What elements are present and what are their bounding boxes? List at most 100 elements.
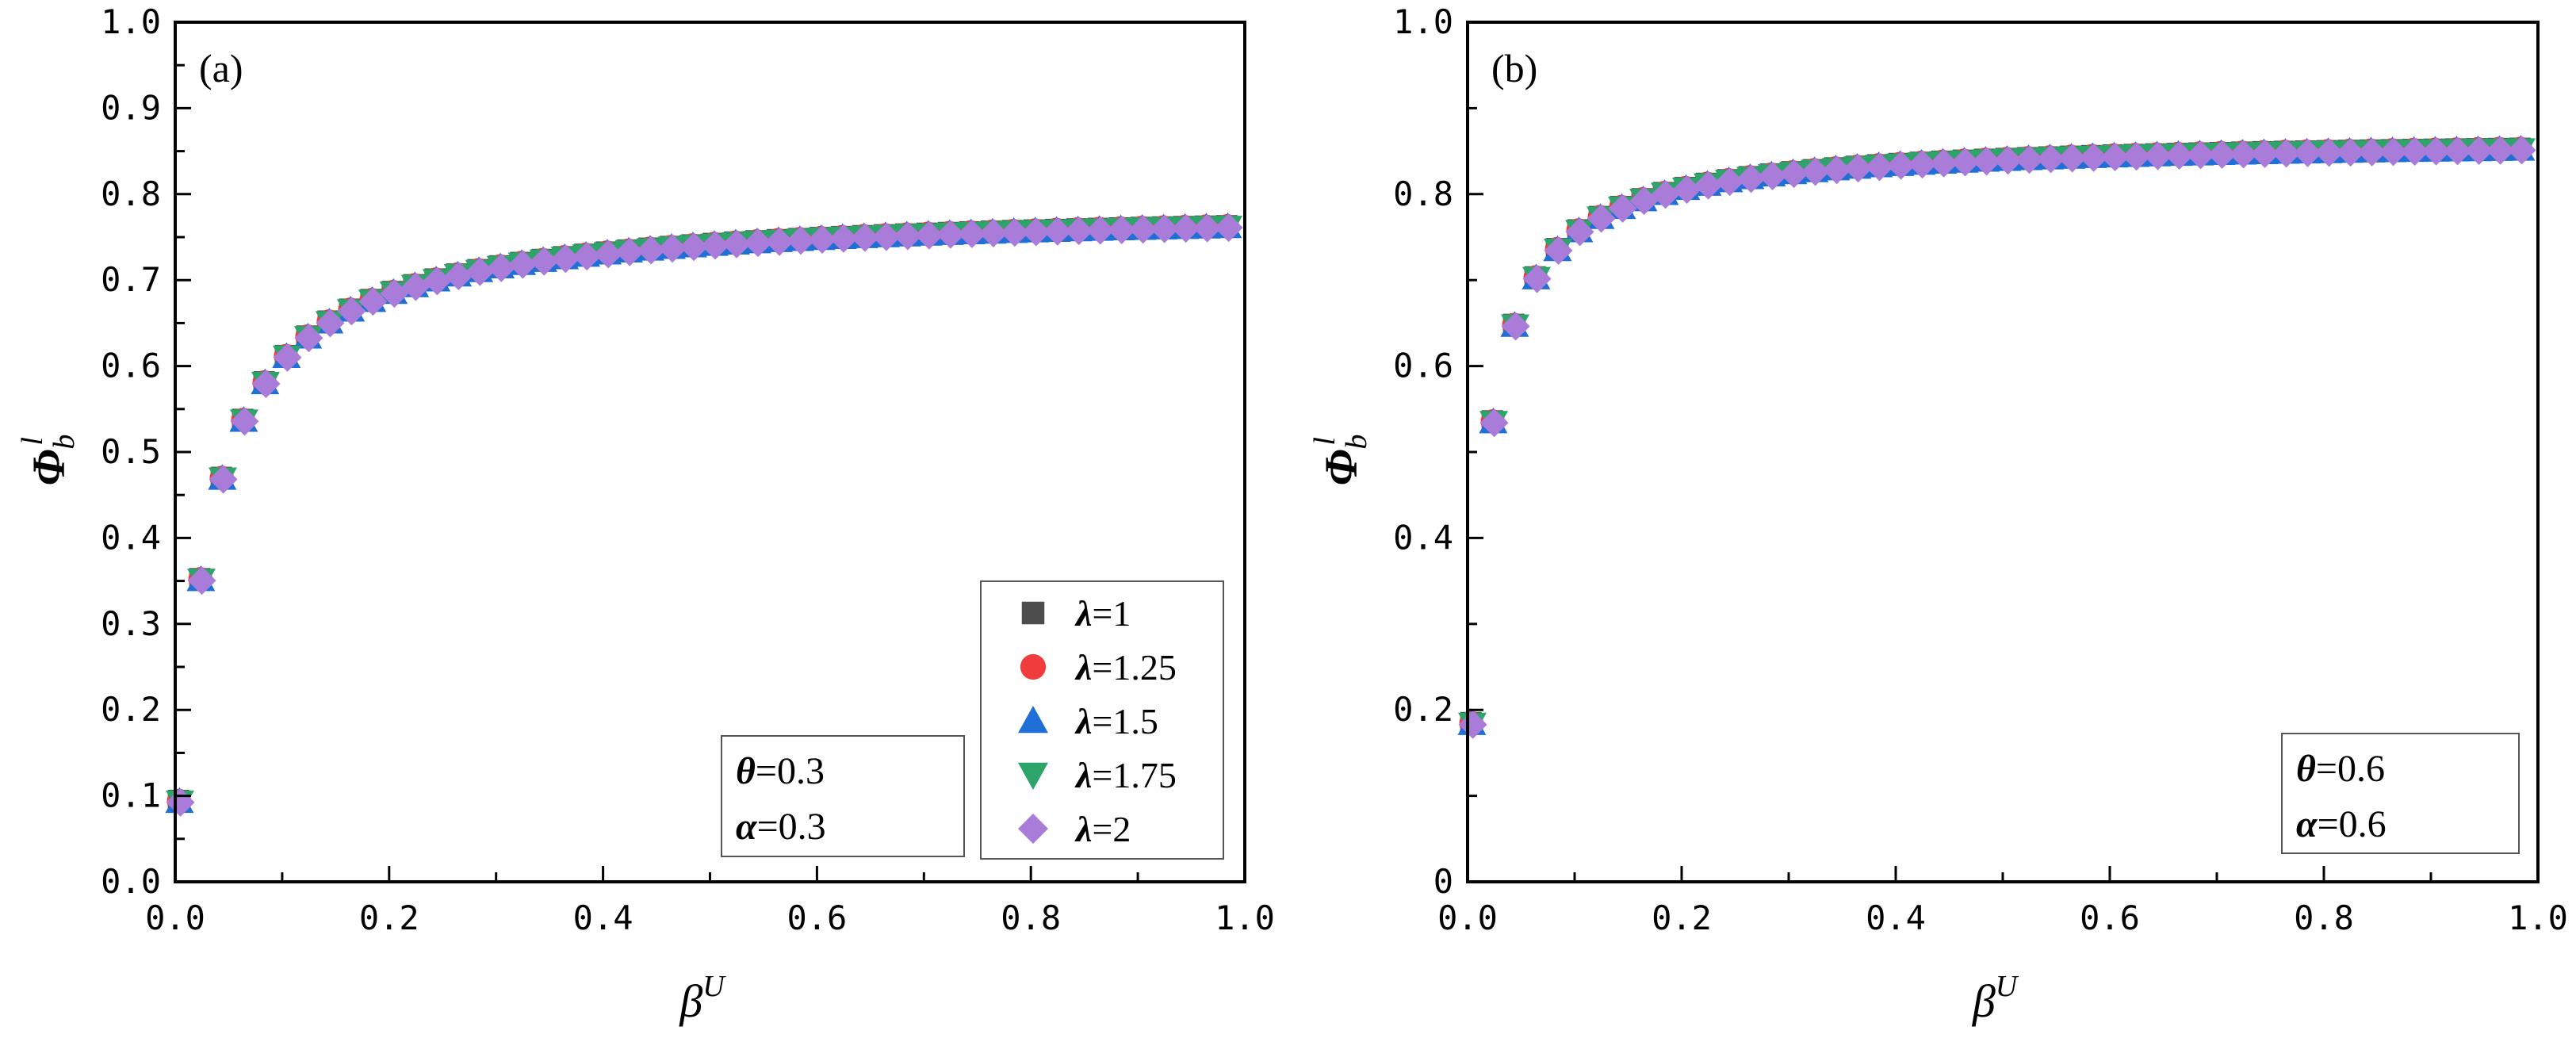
data-point [1544,236,1573,265]
data-point [380,279,409,308]
data-point [251,369,281,398]
data-point [2314,138,2344,167]
data-point [1565,217,1594,247]
data-point [187,566,216,596]
data-point [787,226,816,255]
y-tick-label: 0.7 [101,260,161,299]
y-tick-label: 0.9 [101,88,161,127]
series-1 [1459,136,2533,736]
data-point [1522,264,1552,293]
data-point [487,253,516,282]
y-tick-label: 0.5 [101,432,161,471]
data-point [829,224,858,253]
data-point [2464,136,2494,166]
data-points [165,212,1243,817]
y-tick-label: 0.1 [101,776,161,815]
data-point [1171,214,1200,243]
data-point [273,343,302,372]
data-points [1457,135,2536,739]
legend-item: λ=1.5 [1018,701,1158,741]
data-point [1758,161,1787,190]
data-point [2379,137,2408,167]
data-point [914,220,944,250]
data-point [978,218,1008,247]
y-tick-label: 0.8 [101,174,161,213]
x-axis: 0.0 0.2 0.4 0.6 0.8 1.0 [1437,866,2568,937]
data-point [1021,217,1051,247]
data-point [1736,164,1766,193]
data-point [1950,147,1980,177]
y-tick-label: 0.2 [1393,690,1453,729]
legend: λ=1 λ=1.25 λ=1.5 λ=1.75 λ=2 [980,580,1224,860]
data-point [423,266,452,296]
data-point [615,237,645,266]
legend-marker [1018,814,1048,844]
data-point [1085,216,1115,245]
data-point [936,220,965,249]
data-point [1843,154,1873,183]
legend-marker [1021,601,1045,625]
y-tick-label: 1.0 [1393,2,1453,41]
data-point [701,231,730,260]
data-point [637,236,666,265]
data-point [1993,146,2023,175]
legend-label: λ=1 [1074,593,1131,634]
legend-item: λ=1.75 [1018,755,1177,795]
data-point [1128,215,1158,244]
data-point [572,242,602,271]
x-tick-label: 0.0 [1437,898,1498,937]
x-tick-label: 0.2 [1652,898,1712,937]
data-point [2272,139,2301,168]
data-point [1214,213,1243,243]
legend-item: λ=1 [1021,593,1131,634]
data-point [1479,408,1509,438]
data-point [2122,142,2151,171]
panel-label: (a) [199,46,243,90]
data-point [1929,148,1958,178]
data-point [679,232,709,262]
data-point [1608,193,1637,223]
y-axis: 0 0.2 0.4 0.6 0.8 1.0 [1393,2,1483,901]
parameter-text: θ=0.3 [736,750,825,792]
y-tick-label: 0.4 [1393,518,1453,557]
data-point [1865,152,1894,182]
x-axis-title: βU [1972,970,2019,1027]
y-tick-label: 0.6 [101,347,161,385]
y-tick-label: 0.3 [101,604,161,643]
data-point [1886,151,1916,180]
data-point [530,247,559,276]
data-point [722,229,752,259]
y-tick-label: 0.2 [101,690,161,729]
data-point [850,223,879,252]
x-tick-label: 0.2 [359,898,419,937]
data-point [2293,138,2322,167]
series-3 [1458,138,2536,739]
legend-label: λ=1.75 [1074,755,1177,795]
parameter-box-frame [721,735,965,857]
data-point [551,244,580,274]
legend-marker [1020,653,1047,680]
y-axis: 0.0 0.1 0.2 0.3 0.4 0.5 0.6 0.7 0.8 0.9 1.0 [101,2,191,901]
data-point [1908,150,1937,179]
y-axis-title: Φbl [16,435,81,486]
data-point [1651,180,1680,209]
x-tick-label: 0.6 [787,898,847,937]
data-point [1629,186,1659,216]
data-point [2229,140,2258,169]
data-point [1779,159,1809,189]
data-point [2057,144,2087,173]
x-tick-label: 0.4 [573,898,633,937]
panel-b: 0.0 0.2 0.4 0.6 0.8 1.0 0 0.2 0.4 0.6 0.8 1.0 βU Φbl (… [1308,2,2568,1027]
x-tick-label: 0.4 [1866,898,1926,937]
data-point [1972,147,2001,176]
data-point [2507,136,2536,165]
data-point [807,225,836,255]
data-point [2079,143,2108,172]
data-point [1192,213,1222,243]
x-tick-label: 0.8 [1001,898,1061,937]
data-point [1064,216,1093,246]
data-point [358,287,388,316]
data-point [2421,136,2451,166]
x-tick-label: 0.6 [2080,898,2140,937]
data-point [2486,136,2515,165]
